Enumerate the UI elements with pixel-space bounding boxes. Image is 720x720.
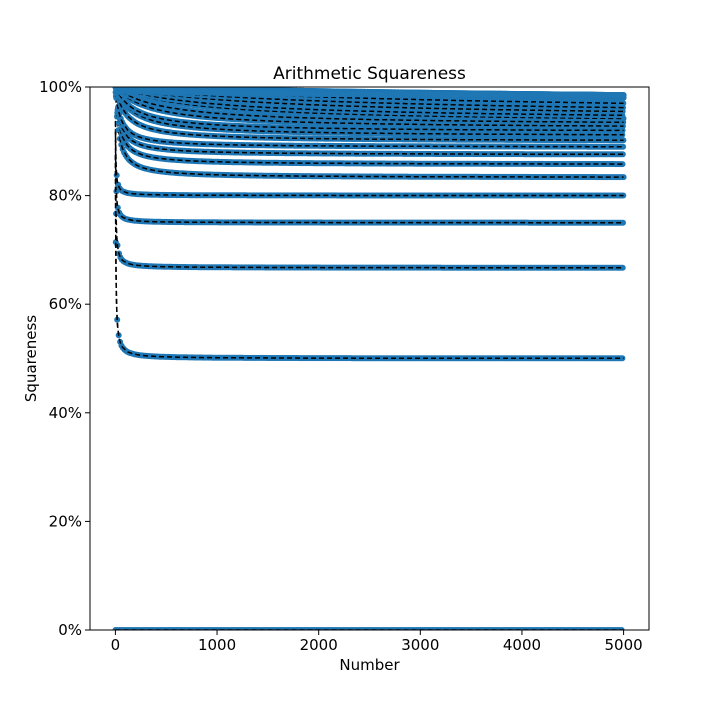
series-0 <box>112 627 625 630</box>
data-point <box>619 355 626 362</box>
series-1 <box>112 154 626 362</box>
series-2 <box>113 132 626 271</box>
data-layer <box>112 87 627 630</box>
series-curve <box>114 154 624 360</box>
